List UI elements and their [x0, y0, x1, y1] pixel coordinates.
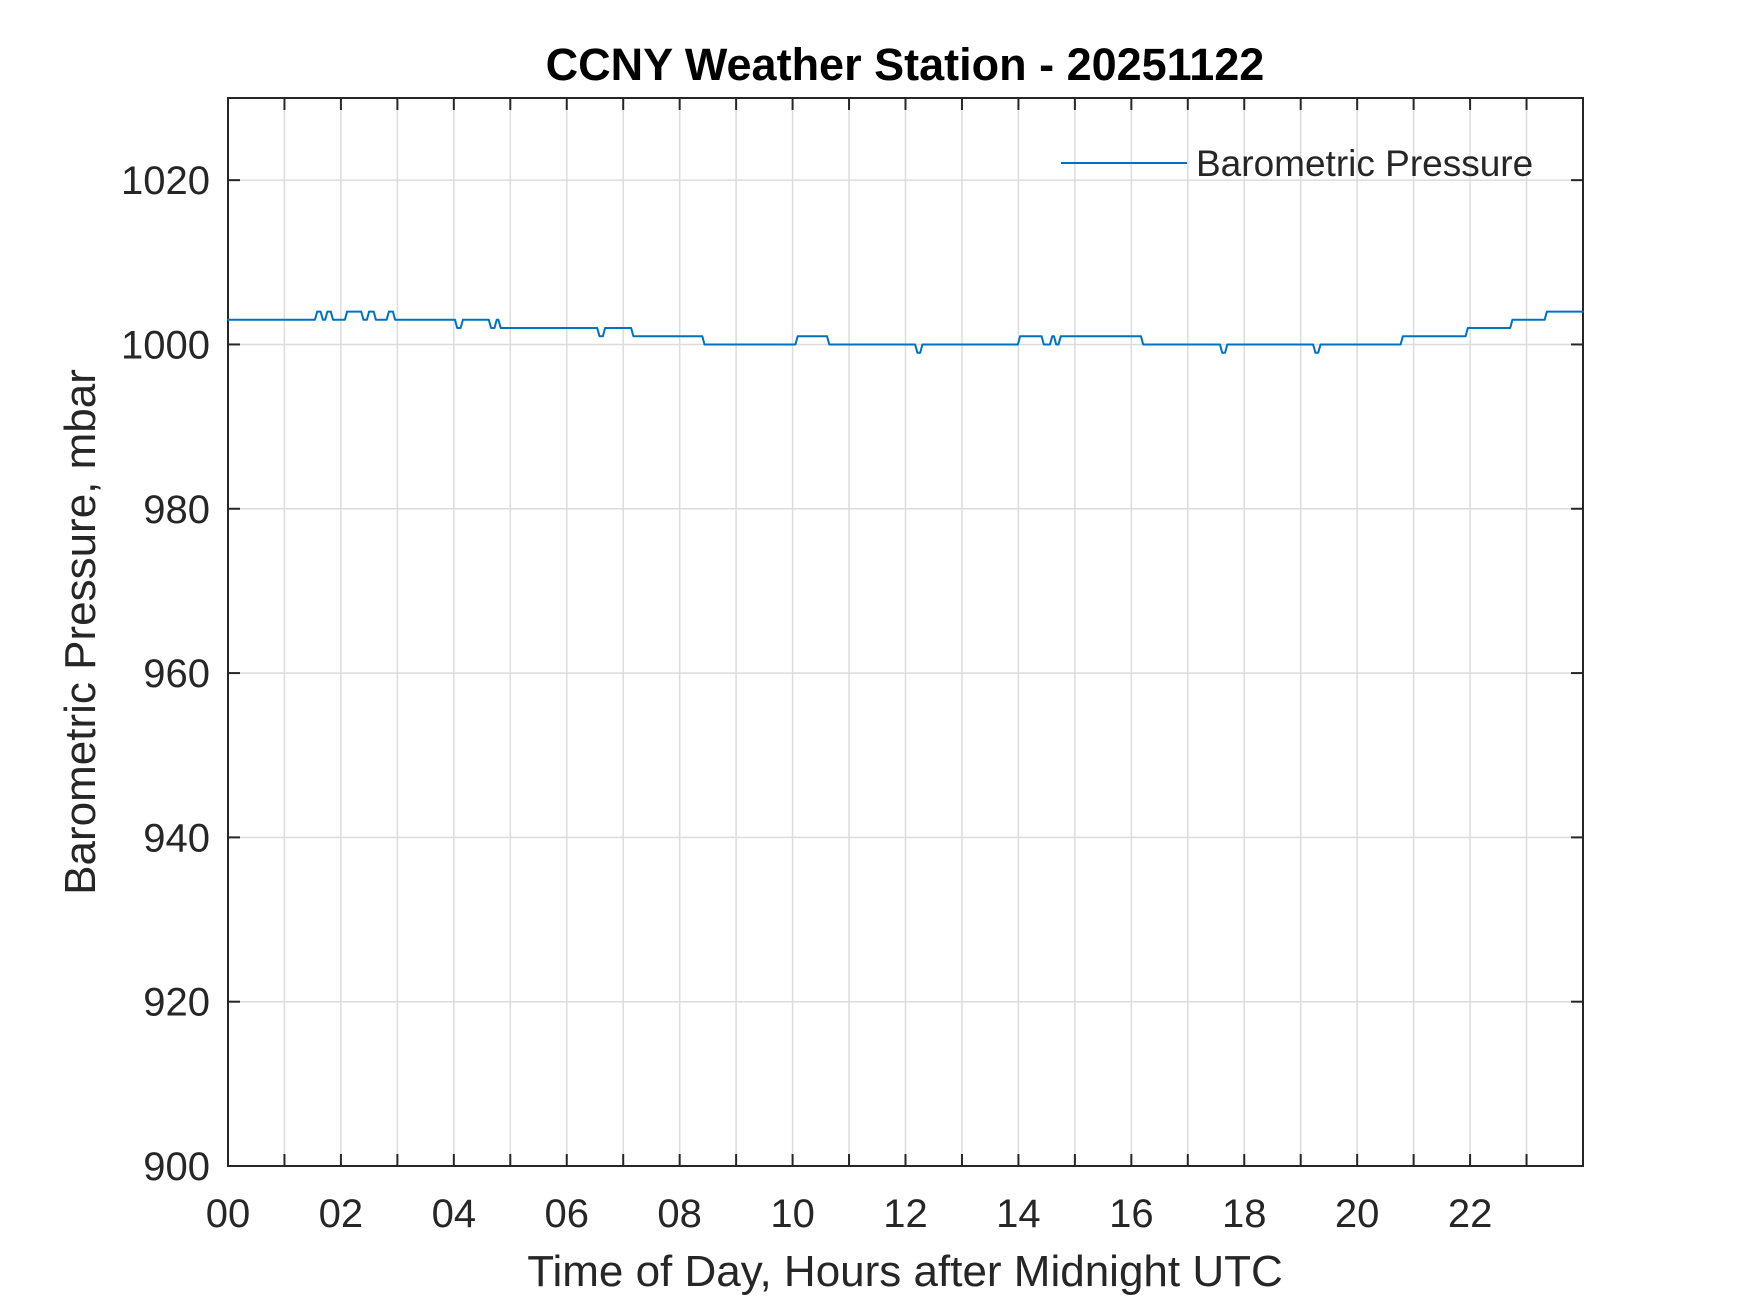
y-tick-label-940: 940 [143, 816, 210, 860]
y-tick-label-900: 900 [143, 1145, 210, 1189]
y-tick-label-920: 920 [143, 981, 210, 1025]
y-tick-label-980: 980 [143, 488, 210, 532]
x-tick-label-06: 06 [545, 1192, 590, 1236]
x-tick-label-20: 20 [1335, 1192, 1380, 1236]
legend-label: Barometric Pressure [1196, 143, 1533, 184]
x-tick-label-18: 18 [1222, 1192, 1267, 1236]
plot-border [227, 97, 1584, 1167]
x-tick-label-16: 16 [1109, 1192, 1154, 1236]
y-axis-label: Barometric Pressure, mbar [56, 369, 105, 895]
legend: Barometric Pressure [1061, 143, 1533, 184]
x-tick-label-10: 10 [770, 1192, 815, 1236]
y-tick-label-960: 960 [143, 652, 210, 696]
chart-title: CCNY Weather Station - 20251122 [546, 39, 1265, 90]
y-tick-label-1000: 1000 [121, 323, 210, 367]
x-tick-label-04: 04 [432, 1192, 477, 1236]
tick-layer [227, 98, 1584, 1167]
x-tick-labels: 00 02 04 06 08 10 12 14 16 18 20 22 [206, 1192, 1493, 1236]
y-tick-label-1020: 1020 [121, 159, 210, 203]
x-axis-label: Time of Day, Hours after Midnight UTC [527, 1247, 1283, 1296]
x-tick-label-22: 22 [1448, 1192, 1493, 1236]
x-tick-label-12: 12 [883, 1192, 928, 1236]
x-tick-label-14: 14 [996, 1192, 1041, 1236]
pressure-line [227, 310, 1584, 354]
grid-layer [228, 98, 1583, 1166]
y-tick-labels: 900 920 940 960 980 1000 1020 [121, 159, 210, 1189]
x-tick-label-00: 00 [206, 1192, 251, 1236]
x-tick-label-02: 02 [319, 1192, 364, 1236]
x-tick-label-08: 08 [657, 1192, 702, 1236]
